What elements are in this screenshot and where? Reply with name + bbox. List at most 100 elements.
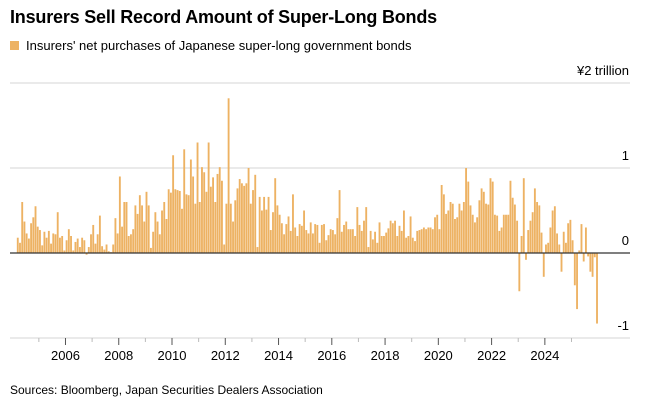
x-tick-label: 2018: [371, 348, 400, 363]
bar: [41, 245, 44, 253]
bar: [331, 230, 334, 253]
y-tick-label: ¥2 trillion: [576, 63, 629, 78]
bar: [327, 235, 330, 253]
bar: [569, 219, 572, 253]
bar: [196, 142, 199, 253]
bar: [274, 178, 277, 253]
bar: [52, 233, 55, 253]
bar: [440, 185, 443, 253]
bar: [265, 209, 268, 253]
bar: [121, 226, 124, 253]
bar: [531, 212, 534, 253]
bar: [345, 221, 348, 253]
bar: [405, 237, 408, 253]
bar: [542, 253, 545, 277]
bar: [205, 191, 208, 253]
bar: [240, 183, 243, 253]
bar: [254, 174, 257, 253]
bar: [298, 224, 301, 253]
bar: [283, 234, 286, 253]
bar: [289, 230, 292, 253]
bar: [147, 205, 150, 253]
bar: [400, 230, 403, 253]
bar: [487, 204, 490, 253]
bar: [394, 220, 396, 253]
bar: [558, 244, 561, 253]
bar: [252, 190, 254, 253]
y-tick-label: -1: [617, 318, 629, 333]
bar: [107, 251, 110, 253]
bar: [518, 253, 521, 292]
bar: [300, 225, 303, 253]
x-tick-label: 2020: [424, 348, 453, 363]
bar: [198, 202, 201, 253]
bar: [223, 244, 226, 253]
bar: [476, 217, 479, 253]
bar: [243, 185, 246, 253]
bar: [520, 236, 523, 253]
bar: [573, 253, 576, 286]
bar: [267, 196, 270, 253]
bar: [59, 237, 61, 253]
bar: [125, 202, 128, 253]
bar: [234, 200, 237, 253]
bar: [21, 202, 24, 253]
bar: [245, 183, 248, 253]
bar: [593, 253, 596, 258]
bar: [63, 250, 66, 253]
bar: [105, 244, 108, 253]
bar: [227, 98, 230, 253]
bar: [460, 210, 463, 253]
bar: [194, 203, 197, 253]
bar: [383, 236, 385, 253]
bar: [167, 189, 170, 253]
bar: [74, 241, 77, 253]
bar: [451, 203, 454, 253]
bar: [174, 189, 177, 253]
bar: [165, 219, 168, 253]
bar: [85, 253, 88, 255]
bar: [496, 215, 499, 253]
bar: [318, 242, 321, 253]
bar: [136, 213, 139, 253]
bar: [414, 241, 416, 253]
bar: [81, 237, 84, 253]
bar: [112, 244, 115, 253]
bar: [249, 203, 252, 253]
bar: [90, 234, 92, 253]
bar: [445, 213, 448, 253]
bar: [589, 253, 592, 272]
bar: [127, 236, 130, 253]
legend-swatch: [10, 41, 19, 50]
bar: [525, 253, 527, 260]
bar: [360, 230, 363, 253]
bar: [469, 205, 472, 253]
bar: [83, 240, 86, 253]
bar: [70, 236, 72, 253]
bar: [516, 220, 519, 253]
bar: [201, 167, 203, 253]
bar: [449, 202, 452, 253]
bar: [471, 214, 474, 253]
bar: [493, 214, 496, 253]
bar: [192, 176, 195, 253]
bar: [458, 203, 461, 253]
bar: [385, 232, 388, 253]
bar: [351, 229, 354, 253]
bar: [576, 253, 578, 310]
bar: [584, 227, 587, 253]
bar: [536, 202, 539, 253]
bar: [287, 216, 290, 253]
x-tick-label: 2008: [104, 348, 133, 363]
bar: [314, 224, 317, 253]
bar: [203, 172, 206, 253]
bar: [407, 236, 410, 253]
bar: [189, 159, 192, 253]
bar: [409, 216, 412, 253]
bar: [374, 231, 377, 253]
bar: [34, 206, 37, 253]
bar: [411, 237, 414, 253]
bar: [480, 188, 483, 253]
bar: [45, 237, 48, 253]
bar: [154, 212, 157, 253]
